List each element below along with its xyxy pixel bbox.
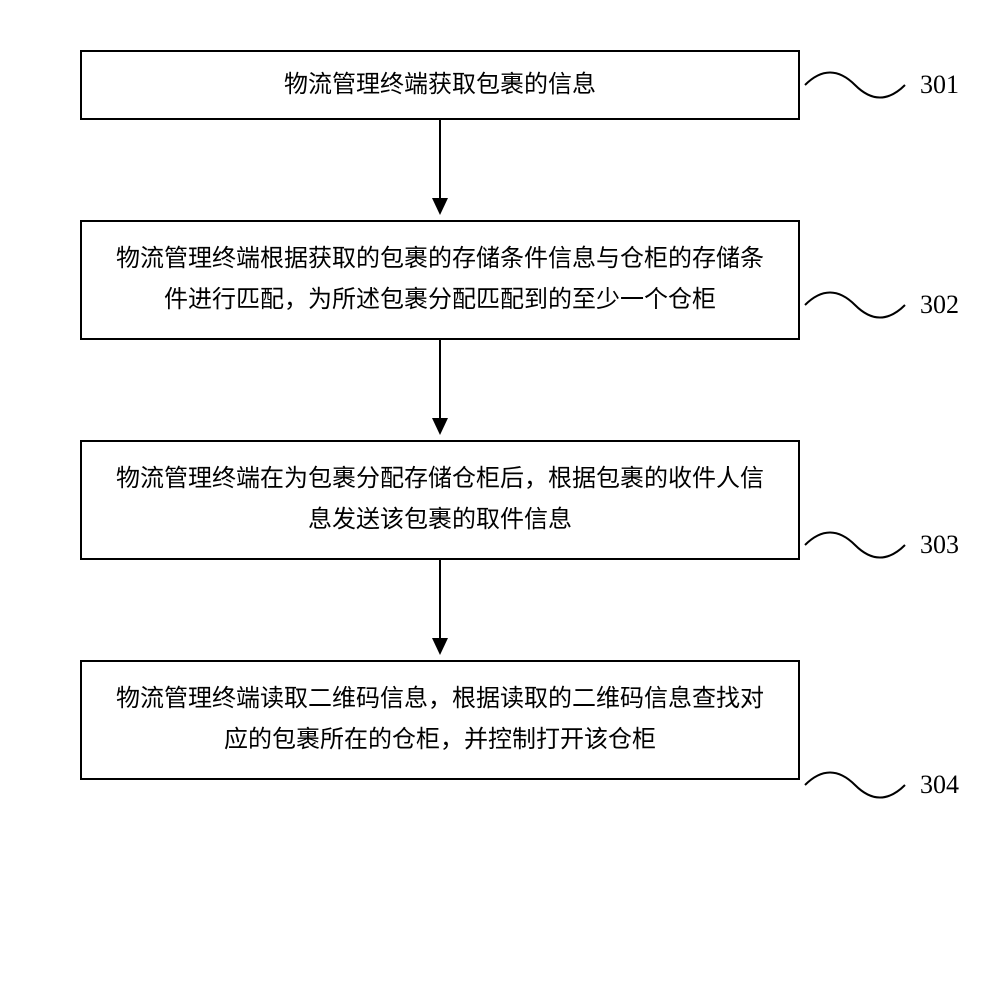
arrow-down-icon bbox=[425, 120, 455, 220]
step-label-302: 302 bbox=[920, 290, 959, 320]
step-text: 物流管理终端获取包裹的信息 bbox=[284, 65, 596, 106]
step-label-301: 301 bbox=[920, 70, 959, 100]
arrow-down-icon bbox=[425, 340, 455, 440]
arrow-3 bbox=[80, 560, 800, 660]
step-box-304: 物流管理终端读取二维码信息，根据读取的二维码信息查找对应的包裹所在的仓柜，并控制… bbox=[80, 660, 800, 780]
step-label-303: 303 bbox=[920, 530, 959, 560]
arrow-down-icon bbox=[425, 560, 455, 660]
curve-marker-icon bbox=[800, 520, 910, 570]
step-label-304: 304 bbox=[920, 770, 959, 800]
step-text: 物流管理终端读取二维码信息，根据读取的二维码信息查找对应的包裹所在的仓柜，并控制… bbox=[112, 679, 768, 761]
flowchart-container: 物流管理终端获取包裹的信息 物流管理终端根据获取的包裹的存储条件信息与仓柜的存储… bbox=[80, 50, 880, 780]
step-text: 物流管理终端根据获取的包裹的存储条件信息与仓柜的存储条件进行匹配，为所述包裹分配… bbox=[112, 239, 768, 321]
curve-marker-icon bbox=[800, 760, 910, 810]
curve-marker-icon bbox=[800, 60, 910, 110]
step-box-301: 物流管理终端获取包裹的信息 bbox=[80, 50, 800, 120]
curve-marker-icon bbox=[800, 280, 910, 330]
step-box-302: 物流管理终端根据获取的包裹的存储条件信息与仓柜的存储条件进行匹配，为所述包裹分配… bbox=[80, 220, 800, 340]
step-box-303: 物流管理终端在为包裹分配存储仓柜后，根据包裹的收件人信息发送该包裹的取件信息 bbox=[80, 440, 800, 560]
step-text: 物流管理终端在为包裹分配存储仓柜后，根据包裹的收件人信息发送该包裹的取件信息 bbox=[112, 459, 768, 541]
arrow-1 bbox=[80, 120, 800, 220]
arrow-2 bbox=[80, 340, 800, 440]
